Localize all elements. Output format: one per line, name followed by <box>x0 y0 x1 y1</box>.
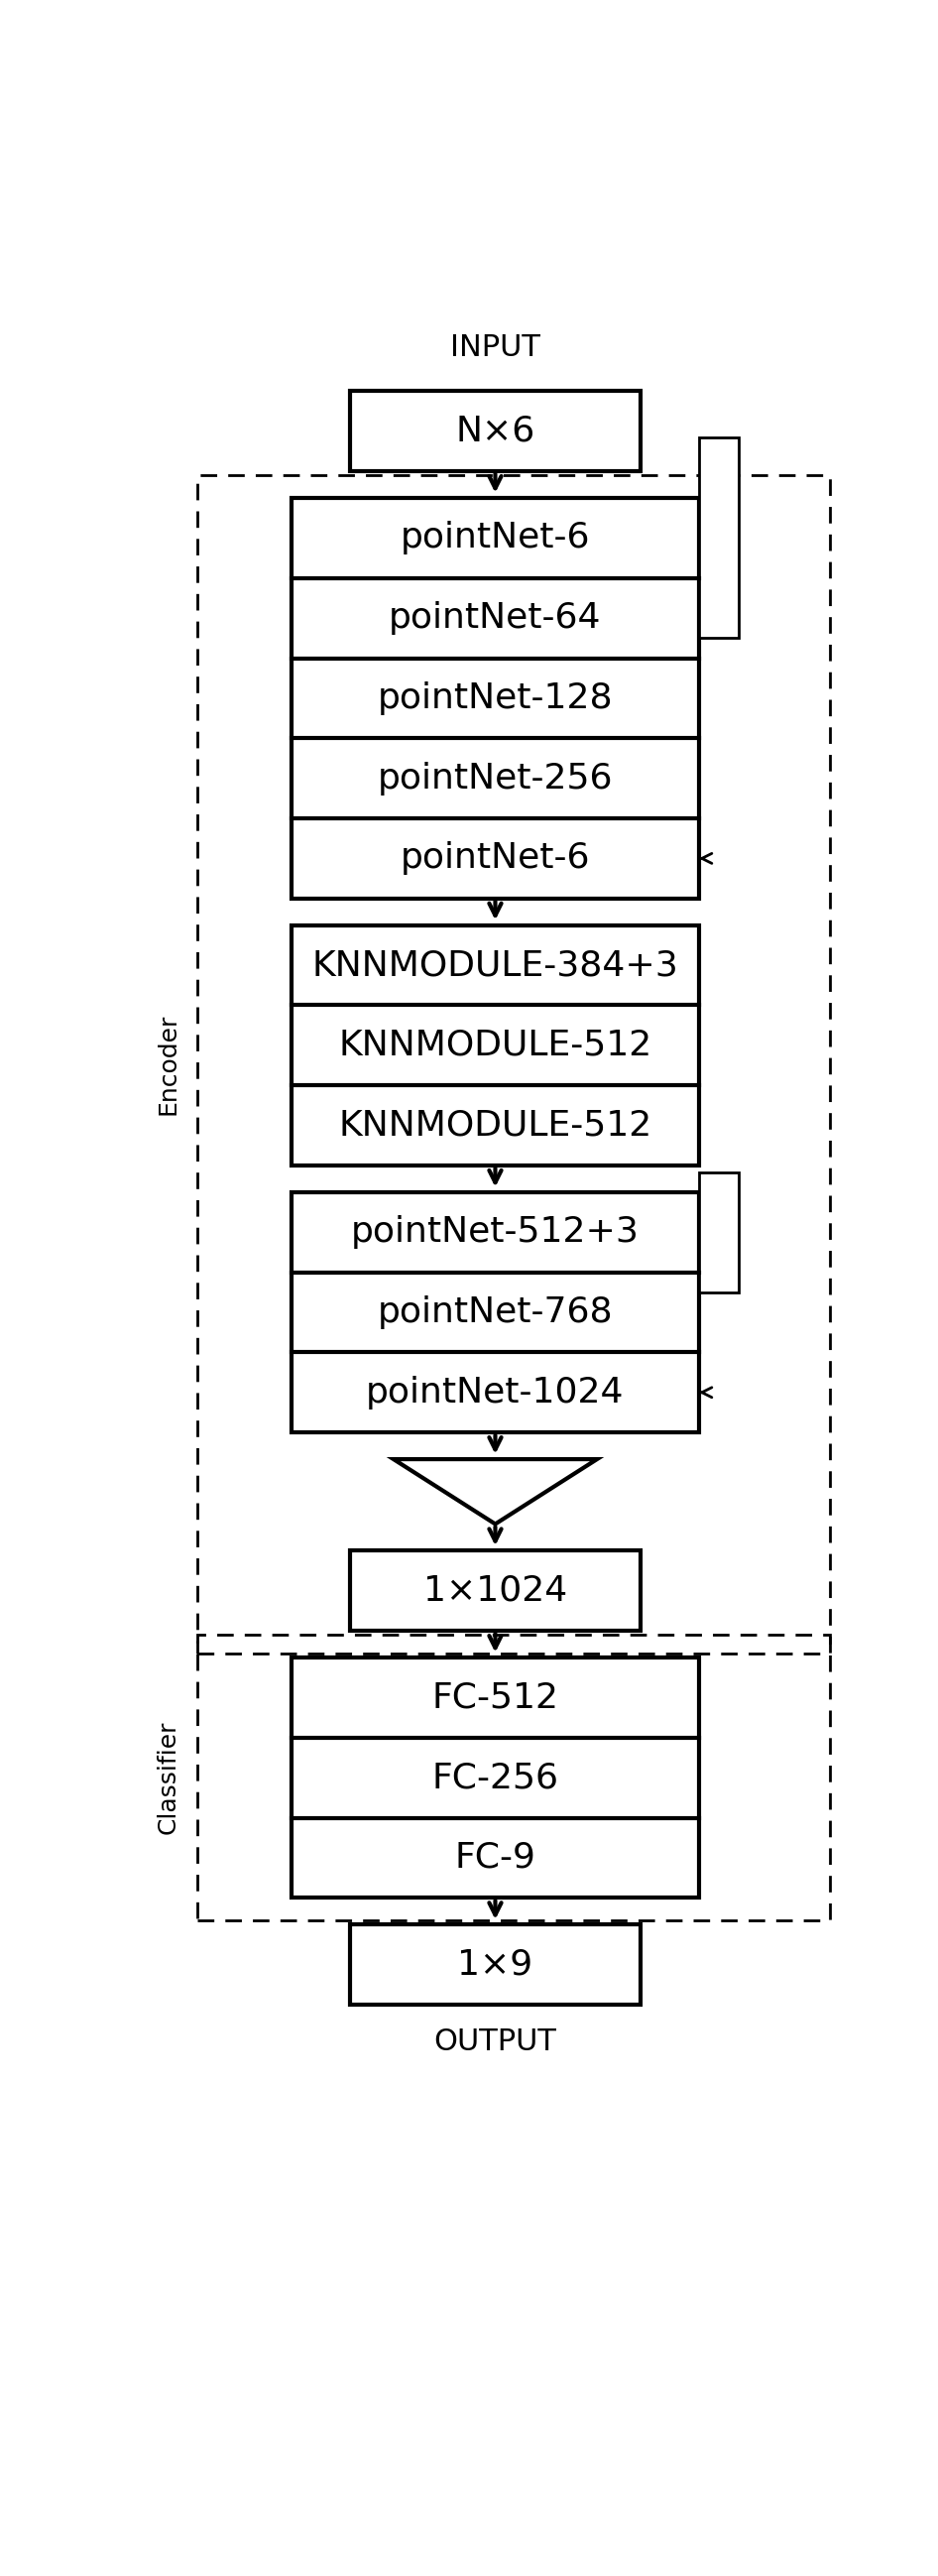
Text: 1×9: 1×9 <box>458 1947 533 1981</box>
Text: pointNet-1024: pointNet-1024 <box>366 1376 625 1409</box>
Text: pointNet-768: pointNet-768 <box>377 1296 613 1329</box>
Text: FC-9: FC-9 <box>455 1842 536 1875</box>
Text: pointNet-512+3: pointNet-512+3 <box>351 1216 640 1249</box>
Text: pointNet-128: pointNet-128 <box>377 680 613 716</box>
Text: Classifier: Classifier <box>157 1721 180 1834</box>
Text: OUTPUT: OUTPUT <box>434 2027 556 2056</box>
Bar <box>292 497 699 899</box>
Bar <box>350 392 641 471</box>
Bar <box>699 1172 739 1293</box>
Text: pointNet-6: pointNet-6 <box>401 842 590 876</box>
Bar <box>292 1656 699 1899</box>
Text: INPUT: INPUT <box>450 332 540 361</box>
Text: KNNMODULE-512: KNNMODULE-512 <box>339 1108 652 1141</box>
Text: N×6: N×6 <box>456 415 535 448</box>
Polygon shape <box>394 1458 598 1525</box>
Text: pointNet-256: pointNet-256 <box>377 762 613 796</box>
Text: KNNMODULE-512: KNNMODULE-512 <box>339 1028 652 1061</box>
Bar <box>699 438 739 639</box>
Text: pointNet-6: pointNet-6 <box>401 520 590 554</box>
Text: 1×1024: 1×1024 <box>423 1574 567 1607</box>
Text: FC-256: FC-256 <box>431 1762 559 1795</box>
Text: pointNet-64: pointNet-64 <box>389 600 601 634</box>
Bar <box>197 1636 830 1922</box>
Bar <box>292 925 699 1164</box>
Bar <box>350 1551 641 1631</box>
Text: Encoder: Encoder <box>157 1012 180 1115</box>
Text: FC-512: FC-512 <box>431 1680 559 1716</box>
Text: KNNMODULE-384+3: KNNMODULE-384+3 <box>312 948 678 981</box>
Bar <box>197 474 830 1654</box>
Bar <box>292 1193 699 1432</box>
Bar <box>350 1924 641 2004</box>
